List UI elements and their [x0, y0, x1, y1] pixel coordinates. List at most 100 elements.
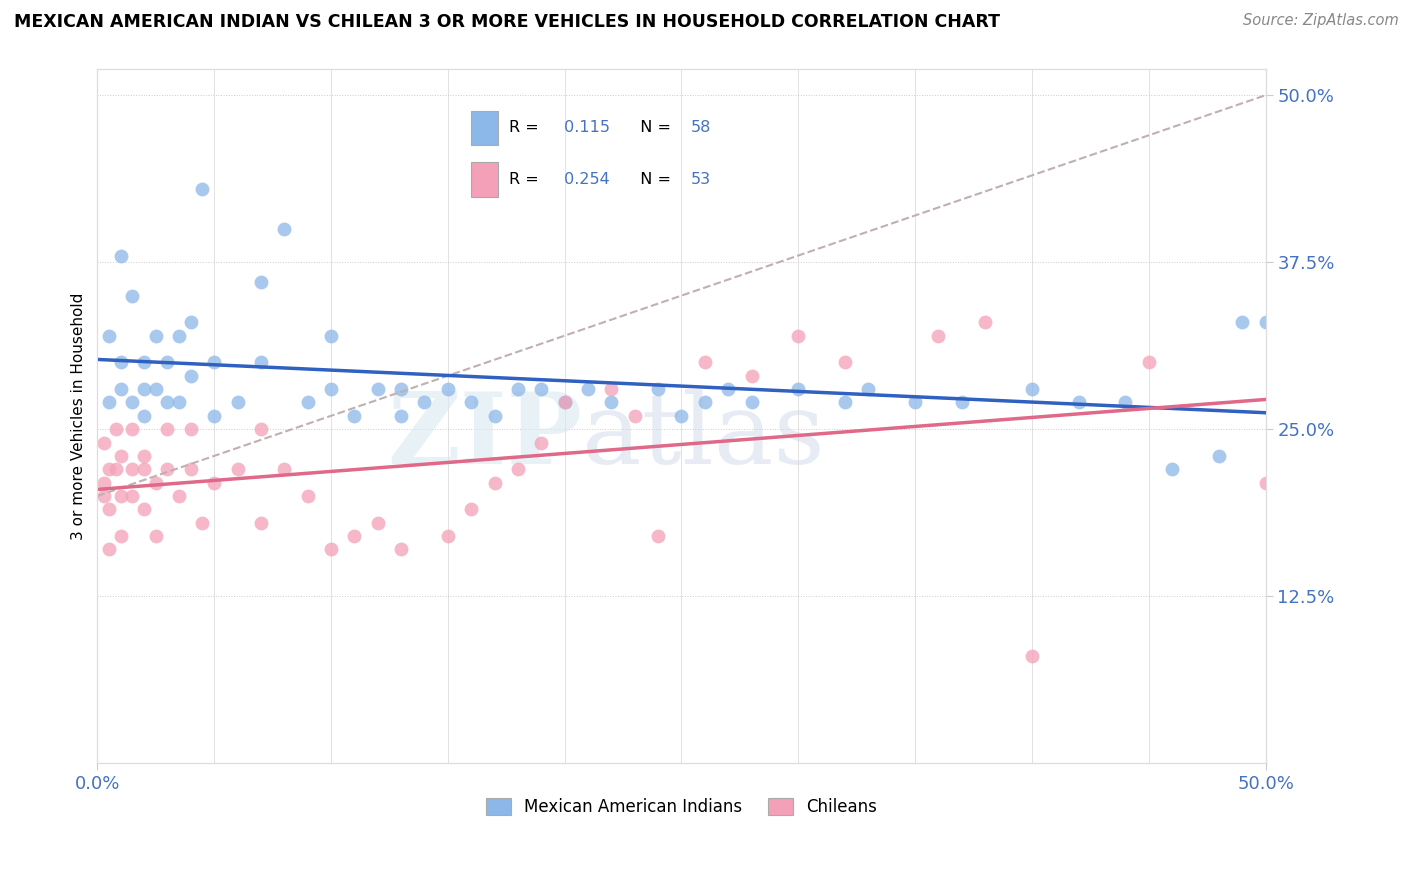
- Point: [1161, 462, 1184, 476]
- Point: [132, 462, 155, 476]
- Point: [202, 355, 225, 369]
- Point: [600, 395, 623, 409]
- Point: [460, 395, 482, 409]
- Point: [647, 529, 669, 543]
- Text: ZIP: ZIP: [387, 388, 582, 485]
- Point: [1137, 355, 1160, 369]
- Point: [93, 475, 115, 490]
- Point: [110, 248, 132, 262]
- Point: [110, 449, 132, 463]
- Point: [132, 449, 155, 463]
- Point: [437, 382, 460, 396]
- Point: [741, 368, 763, 383]
- Text: atlas: atlas: [582, 389, 825, 484]
- Point: [437, 529, 460, 543]
- Point: [297, 489, 319, 503]
- Point: [974, 315, 997, 329]
- Point: [202, 475, 225, 490]
- Point: [121, 395, 143, 409]
- Point: [834, 395, 856, 409]
- Point: [367, 516, 389, 530]
- Point: [167, 395, 190, 409]
- Point: [156, 395, 179, 409]
- Point: [927, 328, 949, 343]
- Point: [693, 395, 716, 409]
- Point: [1114, 395, 1136, 409]
- Point: [576, 382, 599, 396]
- Point: [110, 382, 132, 396]
- Point: [600, 382, 623, 396]
- Point: [121, 489, 143, 503]
- Point: [693, 355, 716, 369]
- Point: [484, 475, 506, 490]
- Point: [132, 502, 155, 516]
- Point: [93, 435, 115, 450]
- Point: [787, 382, 810, 396]
- Point: [132, 382, 155, 396]
- Point: [343, 529, 366, 543]
- Point: [98, 328, 121, 343]
- Point: [93, 489, 115, 503]
- Point: [250, 275, 273, 289]
- Point: [1021, 649, 1043, 664]
- Point: [167, 489, 190, 503]
- Point: [110, 489, 132, 503]
- Point: [180, 422, 202, 436]
- Point: [460, 502, 482, 516]
- Point: [191, 516, 214, 530]
- Point: [121, 288, 143, 302]
- Point: [647, 382, 669, 396]
- Point: [180, 462, 202, 476]
- Point: [110, 529, 132, 543]
- Point: [506, 382, 529, 396]
- Point: [389, 542, 412, 557]
- Point: [167, 328, 190, 343]
- Point: [717, 382, 740, 396]
- Point: [105, 422, 128, 436]
- Point: [319, 542, 342, 557]
- Point: [319, 382, 342, 396]
- Point: [180, 315, 202, 329]
- Text: Source: ZipAtlas.com: Source: ZipAtlas.com: [1243, 13, 1399, 29]
- Point: [156, 422, 179, 436]
- Text: MEXICAN AMERICAN INDIAN VS CHILEAN 3 OR MORE VEHICLES IN HOUSEHOLD CORRELATION C: MEXICAN AMERICAN INDIAN VS CHILEAN 3 OR …: [14, 13, 1000, 31]
- Point: [145, 382, 167, 396]
- Point: [904, 395, 927, 409]
- Point: [121, 422, 143, 436]
- Point: [156, 462, 179, 476]
- Point: [110, 355, 132, 369]
- Point: [389, 382, 412, 396]
- Point: [145, 529, 167, 543]
- Point: [105, 462, 128, 476]
- Point: [273, 222, 295, 236]
- Point: [858, 382, 880, 396]
- Point: [484, 409, 506, 423]
- Point: [226, 462, 249, 476]
- Point: [389, 409, 412, 423]
- Legend: Mexican American Indians, Chileans: Mexican American Indians, Chileans: [478, 789, 886, 824]
- Point: [554, 395, 576, 409]
- Point: [623, 409, 645, 423]
- Point: [202, 409, 225, 423]
- Point: [530, 382, 553, 396]
- Point: [1067, 395, 1090, 409]
- Point: [834, 355, 856, 369]
- Point: [787, 328, 810, 343]
- Point: [156, 355, 179, 369]
- Point: [145, 328, 167, 343]
- Point: [132, 355, 155, 369]
- Point: [1021, 382, 1043, 396]
- Point: [741, 395, 763, 409]
- Point: [950, 395, 973, 409]
- Point: [273, 462, 295, 476]
- Point: [554, 395, 576, 409]
- Point: [98, 462, 121, 476]
- Point: [98, 542, 121, 557]
- Point: [180, 368, 202, 383]
- Point: [297, 395, 319, 409]
- Point: [132, 409, 155, 423]
- Point: [250, 516, 273, 530]
- Point: [121, 462, 143, 476]
- Point: [1208, 449, 1230, 463]
- Point: [413, 395, 436, 409]
